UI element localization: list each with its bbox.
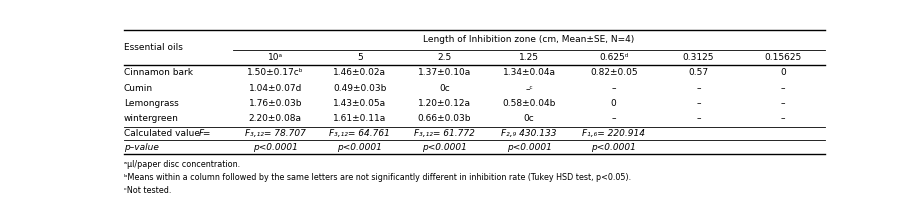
Text: –: –: [612, 84, 616, 93]
Text: 0: 0: [611, 99, 617, 108]
Text: 2.5: 2.5: [437, 53, 451, 62]
Text: 0c: 0c: [439, 84, 449, 93]
Text: –: –: [781, 84, 786, 93]
Text: 1.76±0.03b: 1.76±0.03b: [249, 99, 302, 108]
Text: F₂,₉ 430.133: F₂,₉ 430.133: [501, 129, 557, 138]
Text: –: –: [696, 99, 701, 108]
Text: –: –: [612, 114, 616, 123]
Text: Essential oils: Essential oils: [123, 43, 182, 52]
Text: –ᶜ: –ᶜ: [525, 84, 533, 93]
Text: 1.43±0.05a: 1.43±0.05a: [333, 99, 387, 108]
Text: ᵃμl/paper disc concentration.: ᵃμl/paper disc concentration.: [123, 160, 239, 169]
Text: 10ᵃ: 10ᵃ: [268, 53, 283, 62]
Text: –: –: [781, 99, 786, 108]
Text: Calculated value =: Calculated value =: [123, 129, 213, 138]
Text: 1.20±0.12a: 1.20±0.12a: [418, 99, 471, 108]
Text: 1.04±0.07d: 1.04±0.07d: [249, 84, 302, 93]
Text: F₃,₁₂= 61.772: F₃,₁₂= 61.772: [414, 129, 475, 138]
Text: 0.49±0.03b: 0.49±0.03b: [333, 84, 387, 93]
Text: 2.20±0.08a: 2.20±0.08a: [249, 114, 302, 123]
Text: p–value: p–value: [123, 143, 158, 152]
Text: ᵇMeans within a column followed by the same letters are not significantly differ: ᵇMeans within a column followed by the s…: [123, 173, 631, 182]
Text: p<0.0001: p<0.0001: [507, 143, 552, 152]
Text: 1.37±0.10a: 1.37±0.10a: [418, 68, 472, 77]
Text: –: –: [696, 114, 701, 123]
Text: F: F: [199, 129, 204, 138]
Text: F₃,₁₂= 64.761: F₃,₁₂= 64.761: [330, 129, 391, 138]
Text: Lemongrass: Lemongrass: [123, 99, 179, 108]
Text: wintergreen: wintergreen: [123, 114, 179, 123]
Text: 5: 5: [357, 53, 363, 62]
Text: 0.3125: 0.3125: [682, 53, 714, 62]
Text: p<0.0001: p<0.0001: [252, 143, 297, 152]
Text: 0: 0: [780, 68, 786, 77]
Text: –: –: [696, 84, 701, 93]
Text: Cumin: Cumin: [123, 84, 153, 93]
Text: ᶜNot tested.: ᶜNot tested.: [123, 186, 171, 195]
Text: p<0.0001: p<0.0001: [337, 143, 382, 152]
Text: –: –: [781, 114, 786, 123]
Text: p<0.0001: p<0.0001: [422, 143, 467, 152]
Text: Cinnamon bark: Cinnamon bark: [123, 68, 192, 77]
Text: 0.66±0.03b: 0.66±0.03b: [418, 114, 472, 123]
Text: F₃,₁₂= 78.707: F₃,₁₂= 78.707: [245, 129, 306, 138]
Text: p<0.0001: p<0.0001: [591, 143, 636, 152]
Text: 0.15625: 0.15625: [764, 53, 801, 62]
Text: 1.61±0.11a: 1.61±0.11a: [333, 114, 387, 123]
Text: F₁,₆= 220.914: F₁,₆= 220.914: [582, 129, 646, 138]
Text: 1.50±0.17cᵇ: 1.50±0.17cᵇ: [247, 68, 304, 77]
Text: 0.58±0.04b: 0.58±0.04b: [503, 99, 555, 108]
Text: 0.57: 0.57: [688, 68, 708, 77]
Text: 0.625ᵈ: 0.625ᵈ: [599, 53, 628, 62]
Text: 1.34±0.04a: 1.34±0.04a: [503, 68, 555, 77]
Text: 0c: 0c: [524, 114, 534, 123]
Text: 0.82±0.05: 0.82±0.05: [590, 68, 637, 77]
Text: Length of Inhibition zone (cm, Mean±SE, N=4): Length of Inhibition zone (cm, Mean±SE, …: [424, 35, 635, 44]
Text: 1.46±0.02a: 1.46±0.02a: [333, 68, 386, 77]
Text: 1.25: 1.25: [519, 53, 539, 62]
